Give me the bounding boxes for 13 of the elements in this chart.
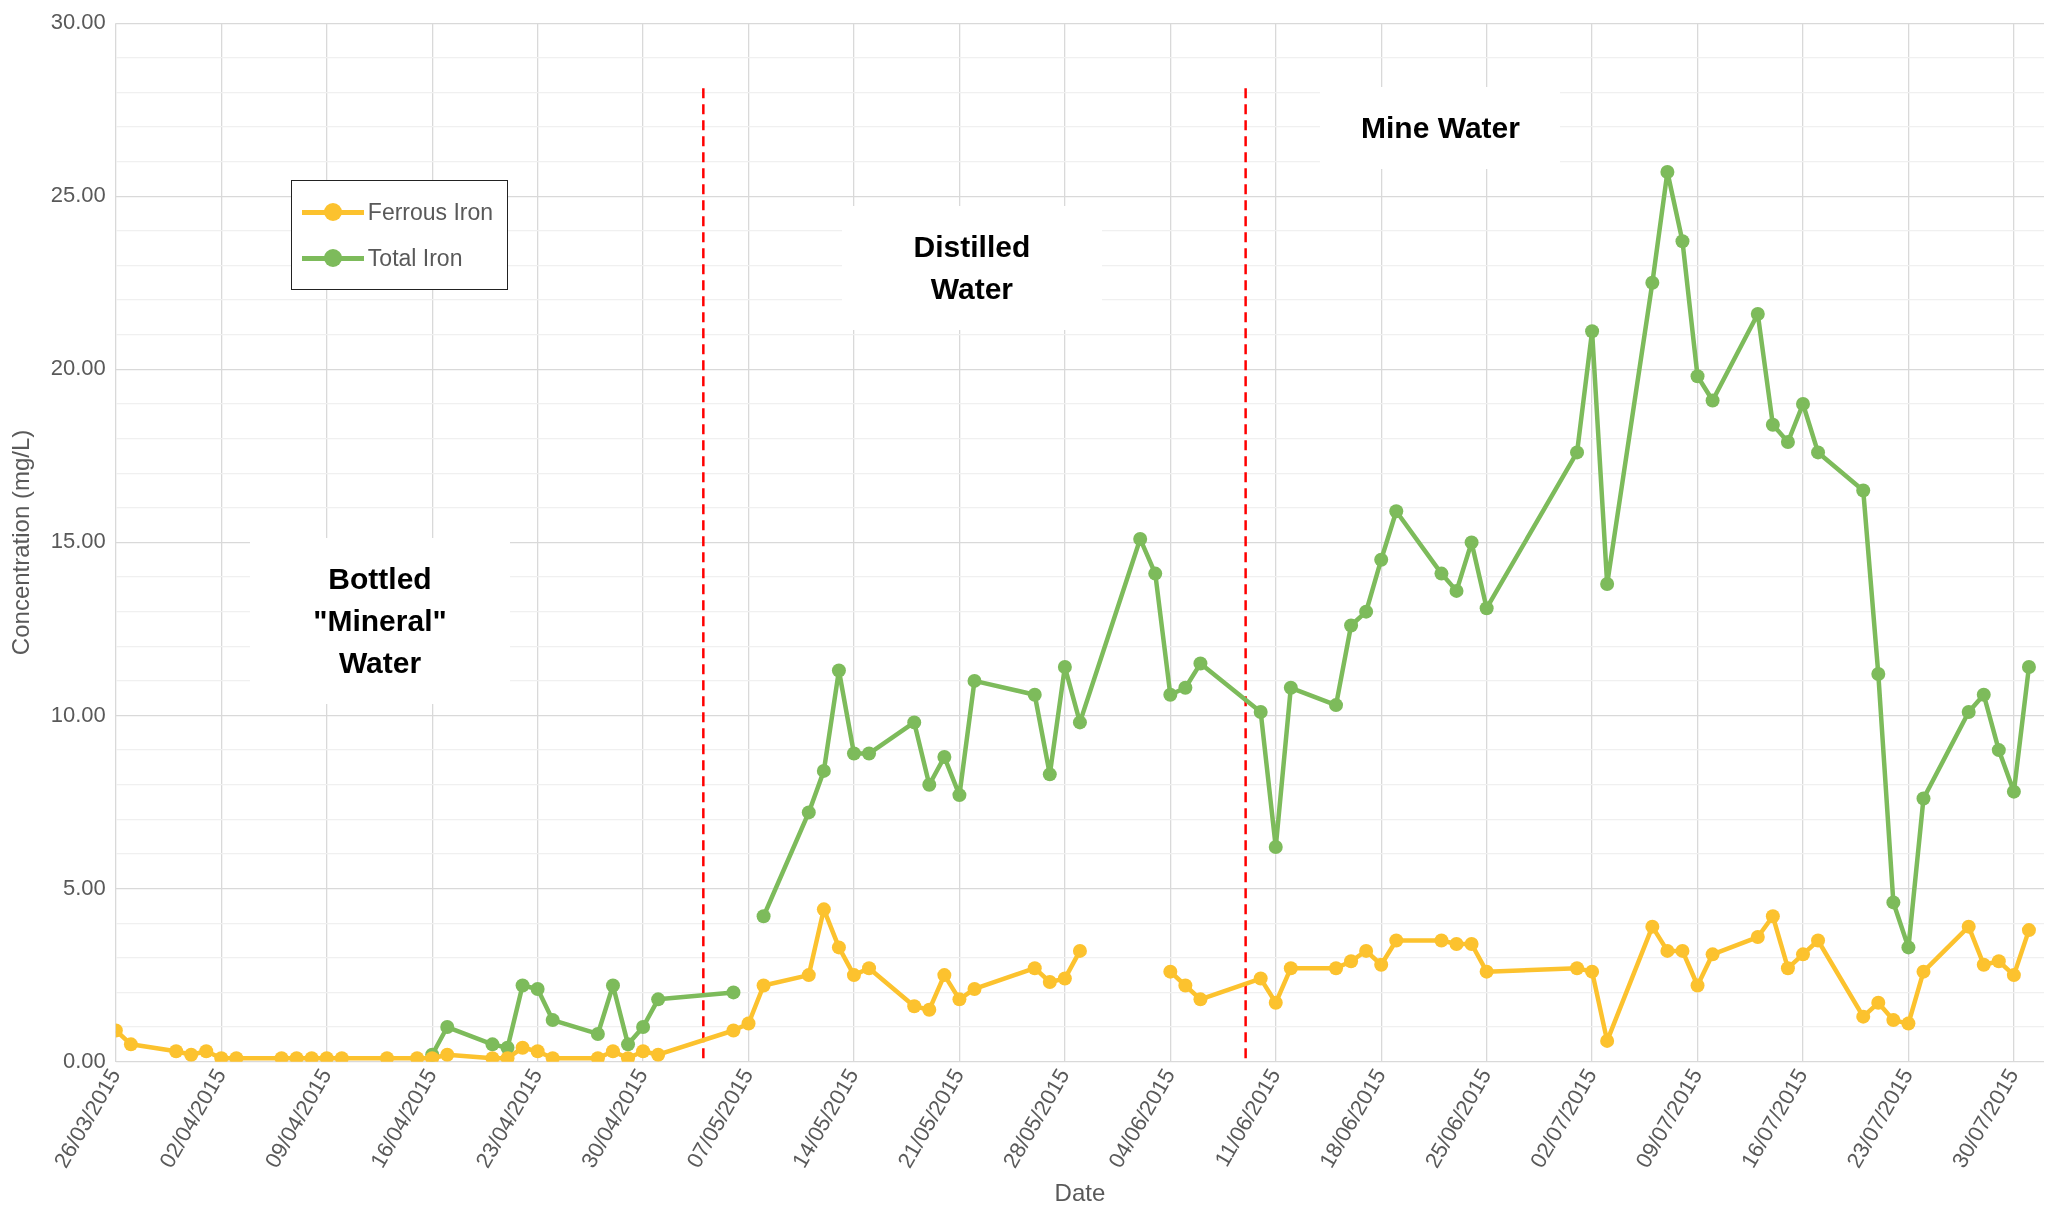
y-tick-label: 10.00 — [50, 701, 106, 727]
x-axis-title: Date — [1054, 1179, 1106, 1207]
y-axis-title: Concentration (mg/L) — [7, 429, 35, 656]
y-tick-label: 30.00 — [50, 9, 106, 35]
text-box: Distilled Water — [841, 206, 1102, 331]
text-box: Bottled "Mineral" Water — [250, 538, 510, 705]
y-tick-label: 15.00 — [50, 528, 106, 554]
legend-label: Ferrous Iron — [367, 198, 494, 226]
y-tick-label: 5.00 — [63, 874, 106, 900]
y-tick-label: 25.00 — [50, 182, 106, 208]
legend-label: Total Iron — [367, 244, 463, 272]
text-box: Mine Water — [1320, 87, 1561, 170]
y-tick-label: 20.00 — [50, 355, 106, 381]
